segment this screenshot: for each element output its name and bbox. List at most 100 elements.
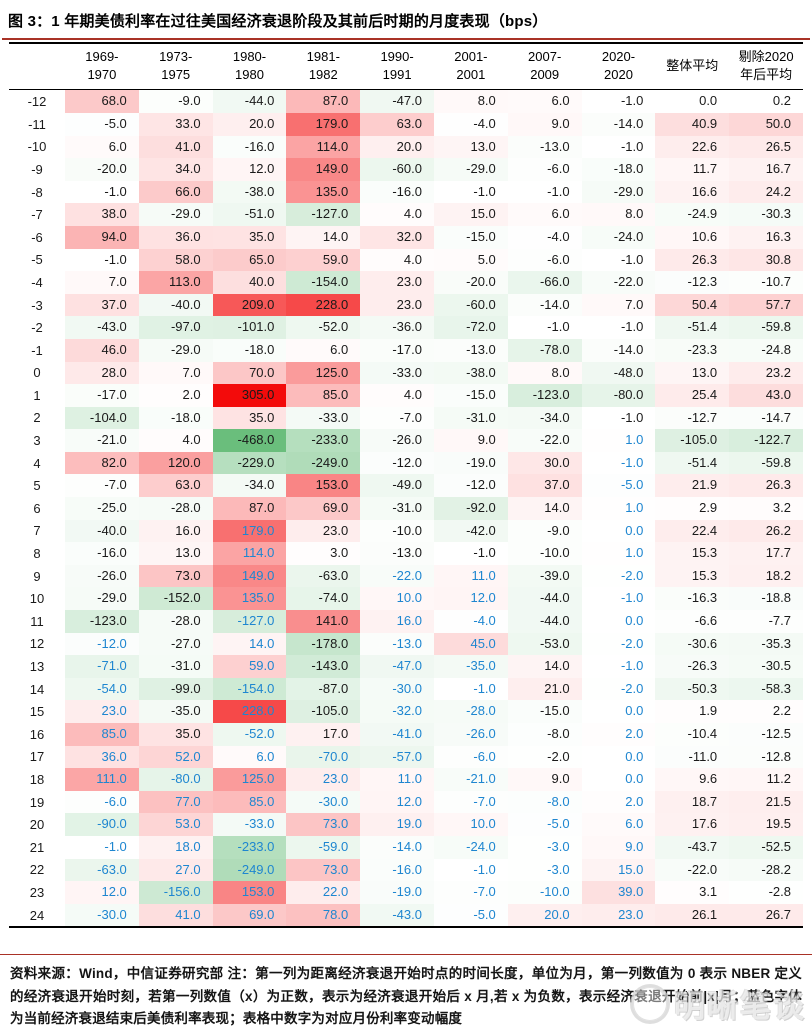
value-cell: -1.0 <box>507 316 582 339</box>
value-cell: 27.0 <box>138 858 213 882</box>
value-cell: -1.0 <box>65 248 139 272</box>
value-cell: -13.0 <box>360 542 434 565</box>
value-cell: 11.0 <box>433 564 508 588</box>
value-cell: -122.7 <box>729 429 803 452</box>
table-row: 16 85.0 35.0 -52.0 17.0 -41.0 -26.0 -8.0 2.0 -10.… <box>9 723 803 746</box>
value-cell: 11.0 <box>360 768 434 791</box>
month-label: 23 <box>9 881 65 904</box>
value-cell: -22.0 <box>507 429 582 452</box>
heatmap-table: 1969- 1970 1973- 1975 1980- 1980 1981- 1982… <box>9 42 803 929</box>
value-cell: -39.0 <box>507 564 582 588</box>
value-cell: 36.0 <box>138 225 213 249</box>
value-cell: -1.0 <box>433 542 508 565</box>
value-cell: 73.0 <box>286 813 361 836</box>
value-cell: 22.6 <box>655 135 730 159</box>
value-cell: -104.0 <box>65 406 139 430</box>
value-cell: -4.0 <box>433 610 508 633</box>
value-cell: 19.0 <box>360 813 434 836</box>
value-cell: -10.7 <box>729 271 803 294</box>
value-cell: -233.0 <box>212 835 287 859</box>
value-cell: 14.0 <box>212 632 287 656</box>
value-cell: 6.0 <box>581 813 656 836</box>
value-cell: 2.0 <box>138 384 213 407</box>
value-cell: 37.0 <box>507 474 582 498</box>
value-cell: 26.7 <box>729 903 803 929</box>
value-cell: -52.0 <box>212 723 287 746</box>
value-cell: -26.0 <box>433 723 508 746</box>
value-cell: -33.0 <box>286 406 361 430</box>
value-cell: 53.0 <box>138 813 213 836</box>
value-cell: -16.0 <box>360 858 434 882</box>
value-cell: -6.6 <box>655 610 730 633</box>
value-cell: -10.0 <box>360 519 434 543</box>
value-cell: 12.0 <box>65 881 139 904</box>
value-cell: -30.0 <box>65 903 139 929</box>
table-row: 15 23.0 -35.0 228.0 -105.0 -32.0 -28.0 -15.0 0.0… <box>9 700 803 723</box>
value-cell: -58.3 <box>729 677 803 701</box>
table-row: -9 -20.0 34.0 12.0 149.0 -60.0 -29.0 -6.0 -18.0 1… <box>9 158 803 181</box>
value-cell: -2.0 <box>581 677 656 701</box>
value-cell: 16.0 <box>360 610 434 633</box>
value-cell: -123.0 <box>65 610 139 633</box>
value-cell: 20.0 <box>360 135 434 159</box>
value-cell: -18.8 <box>729 587 803 611</box>
value-cell: -43.7 <box>655 835 730 859</box>
value-cell: -4.0 <box>433 112 508 136</box>
month-label: 11 <box>9 610 65 633</box>
value-cell: 2.9 <box>655 497 730 520</box>
month-label: -7 <box>9 203 65 226</box>
value-cell: -71.0 <box>65 655 139 678</box>
value-cell: 32.0 <box>360 225 434 249</box>
value-cell: -31.0 <box>360 497 434 520</box>
value-cell: 7.0 <box>65 271 139 294</box>
value-cell: 57.7 <box>729 293 803 317</box>
column-header-10: 剔除2020 年后平均 <box>729 42 803 91</box>
value-cell: -229.0 <box>212 451 287 475</box>
table-row: 8 -16.0 13.0 114.0 3.0 -13.0 -1.0 -10.0 1.0 15.3 1… <box>9 542 803 565</box>
value-cell: 0.2 <box>729 89 803 113</box>
value-cell: -24.8 <box>729 338 803 362</box>
value-cell: 23.0 <box>286 519 361 543</box>
value-cell: 19.5 <box>729 813 803 836</box>
value-cell: 4.0 <box>360 384 434 407</box>
value-cell: -13.0 <box>507 135 582 159</box>
month-label: -2 <box>9 316 65 339</box>
table-row: 7 -40.0 16.0 179.0 23.0 -10.0 -42.0 -9.0 0.0 22.4… <box>9 519 803 543</box>
value-cell: 228.0 <box>212 700 287 723</box>
table-row: 14 -54.0 -99.0 -154.0 -87.0 -30.0 -1.0 21.0 -2.0… <box>9 677 803 701</box>
value-cell: -101.0 <box>212 316 287 339</box>
value-cell: 11.2 <box>729 768 803 791</box>
value-cell: -28.0 <box>433 700 508 723</box>
value-cell: 153.0 <box>212 881 287 904</box>
value-cell: 8.0 <box>581 203 656 226</box>
value-cell: 179.0 <box>286 112 361 136</box>
value-cell: 45.0 <box>433 632 508 656</box>
value-cell: 16.6 <box>655 180 730 204</box>
source-note: 资料来源：Wind，中信证券研究部 注：第一列为距离经济衰退开始时点的时间长度，… <box>10 966 802 1026</box>
month-label: 12 <box>9 632 65 656</box>
month-label: 2 <box>9 406 65 430</box>
value-cell: 0.0 <box>581 768 656 791</box>
value-cell: 23.0 <box>65 700 139 723</box>
value-cell: -1.0 <box>65 835 139 859</box>
value-cell: -249.0 <box>286 451 361 475</box>
value-cell: -3.0 <box>507 835 582 859</box>
value-cell: 18.2 <box>729 564 803 588</box>
value-cell: -80.0 <box>138 768 213 791</box>
value-cell: -14.0 <box>360 835 434 859</box>
value-cell: 6.0 <box>65 135 139 159</box>
value-cell: 113.0 <box>138 271 213 294</box>
value-cell: 305.0 <box>212 384 287 407</box>
month-label: 8 <box>9 542 65 565</box>
value-cell: -32.0 <box>360 700 434 723</box>
value-cell: -2.0 <box>507 745 582 769</box>
month-label: -6 <box>9 225 65 249</box>
value-cell: 36.0 <box>65 745 139 769</box>
value-cell: 6.0 <box>507 89 582 113</box>
table-row: 17 36.0 52.0 6.0 -70.0 -57.0 -6.0 -2.0 0.0 -11.0-… <box>9 745 803 769</box>
value-cell: -90.0 <box>65 813 139 836</box>
month-label: 7 <box>9 519 65 543</box>
value-cell: 23.0 <box>286 768 361 791</box>
value-cell: -18.0 <box>138 406 213 430</box>
value-cell: 41.0 <box>138 135 213 159</box>
